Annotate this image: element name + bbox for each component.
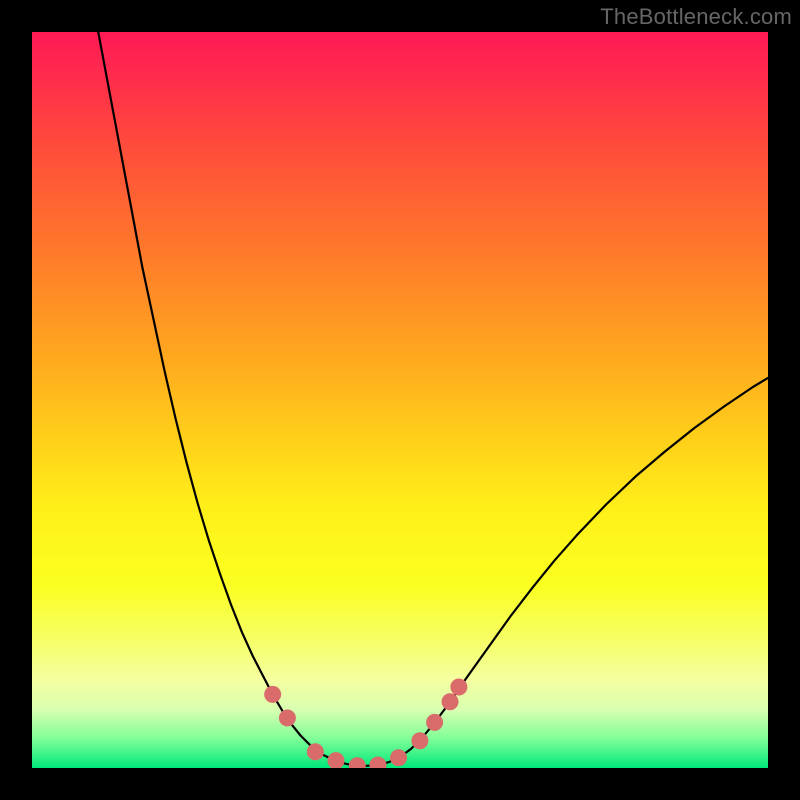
- curve-marker: [442, 693, 459, 710]
- curve-marker: [327, 752, 344, 768]
- curve-marker: [264, 686, 281, 703]
- watermark-text: TheBottleneck.com: [600, 4, 792, 30]
- curve-marker: [450, 679, 467, 696]
- curve-marker: [307, 743, 324, 760]
- curve-marker: [390, 749, 407, 766]
- chart-plot-area: [32, 32, 768, 768]
- curve-marker: [369, 757, 386, 768]
- curve-marker: [349, 757, 366, 768]
- curve-marker: [279, 709, 296, 726]
- markers-layer: [32, 32, 768, 768]
- curve-marker: [411, 732, 428, 749]
- curve-marker: [426, 714, 443, 731]
